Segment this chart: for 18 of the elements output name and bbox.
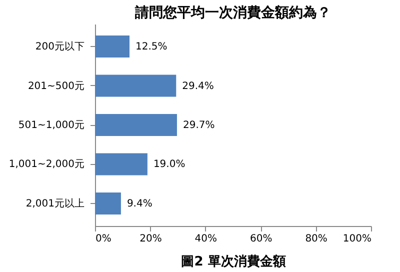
y-tick-label: 201~500元 (28, 80, 84, 92)
chart-title: 請問您平均一次消費金額約為？ (134, 4, 331, 21)
y-tick-label: 501~1,000元 (18, 120, 84, 131)
data-label: 19.0% (153, 159, 186, 170)
data-label: 29.7% (182, 120, 215, 131)
data-label: 29.4% (182, 80, 214, 92)
data-label: 9.4% (126, 198, 152, 210)
caption: 圖2 單次消費金額 (181, 254, 286, 270)
x-tick-label: 100% (342, 234, 372, 244)
y-tick-label: 200元以下 (35, 40, 84, 53)
x-tick-label: 20% (140, 234, 162, 244)
y-tick-label: 1,001~2,000元 (8, 159, 84, 170)
x-tick-label: 40% (194, 234, 218, 244)
x-tick-label: 0% (96, 234, 112, 244)
x-tick-label: 60% (250, 234, 272, 244)
y-tick-label: 2,001元以上 (26, 197, 84, 210)
x-tick-label: 80% (305, 234, 328, 244)
data-label: 12.5% (136, 42, 168, 53)
